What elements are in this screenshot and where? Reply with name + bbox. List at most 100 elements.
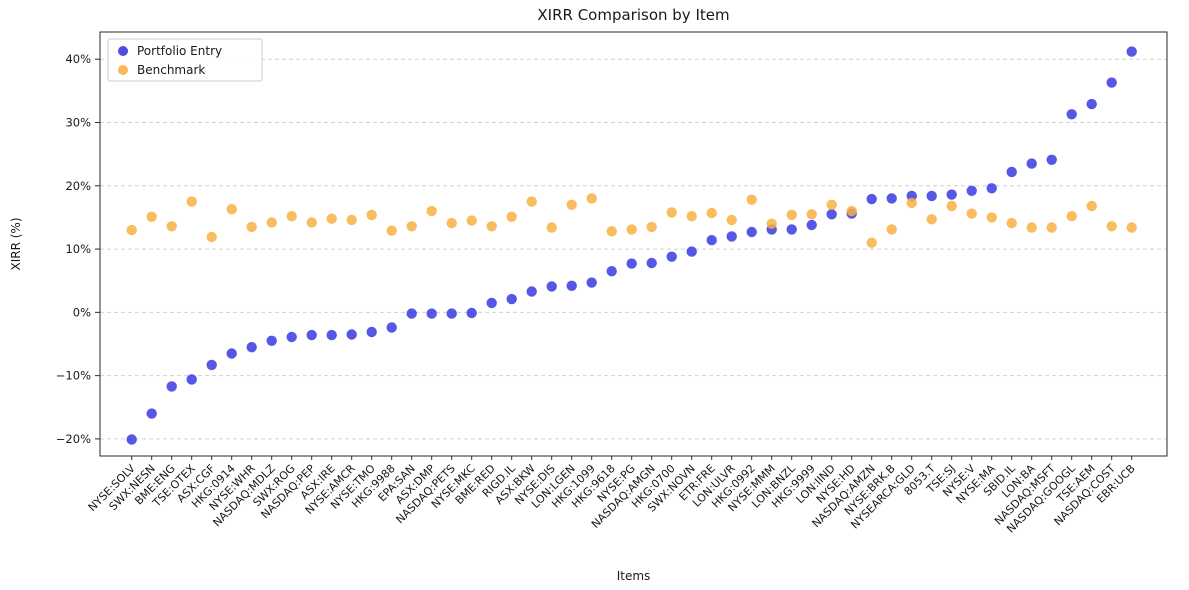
y-tick-label: 0% xyxy=(73,305,91,319)
series-benchmark xyxy=(126,193,1137,248)
scatter-point xyxy=(126,434,137,445)
scatter-point xyxy=(306,329,317,341)
legend: Portfolio Entry Benchmark xyxy=(107,38,263,82)
legend-label: Benchmark xyxy=(137,63,205,77)
scatter-point xyxy=(786,224,797,235)
scatter-point xyxy=(526,196,537,207)
scatter-point xyxy=(346,329,357,340)
scatter-point xyxy=(606,266,617,277)
legend-label: Portfolio Entry xyxy=(137,44,222,58)
scatter-point xyxy=(566,280,577,291)
scatter-point xyxy=(646,221,657,233)
scatter-point xyxy=(566,199,577,210)
scatter-point xyxy=(706,207,717,219)
scatter-point xyxy=(206,231,217,243)
scatter-point xyxy=(906,197,917,209)
scatter-point xyxy=(546,222,557,233)
scatter-point xyxy=(146,408,157,419)
x-axis-label: Items xyxy=(617,569,651,583)
scatter-point xyxy=(686,246,697,257)
scatter-point xyxy=(926,190,937,202)
scatter-point xyxy=(1046,222,1057,233)
scatter-point xyxy=(246,221,257,233)
scatter-point xyxy=(1026,158,1037,169)
scatter-point xyxy=(186,196,197,207)
scatter-point xyxy=(226,348,237,359)
scatter-point xyxy=(666,207,677,218)
scatter-point xyxy=(946,200,957,212)
scatter-point xyxy=(506,293,517,305)
y-tick-label: 30% xyxy=(65,115,91,129)
scatter-point xyxy=(746,226,757,238)
scatter-point xyxy=(1006,166,1017,178)
scatter-point xyxy=(766,218,777,229)
y-tick-label: −20% xyxy=(56,432,91,446)
scatter-point xyxy=(546,281,557,292)
scatter-point xyxy=(486,221,497,232)
scatter-point xyxy=(966,185,977,196)
scatter-point xyxy=(986,183,997,194)
gridlines xyxy=(100,58,1167,440)
scatter-point xyxy=(286,331,297,343)
scatter-point xyxy=(446,217,457,229)
scatter-point xyxy=(326,213,337,224)
y-tick-label: 20% xyxy=(65,179,91,193)
scatter-point xyxy=(886,224,897,235)
scatter-point xyxy=(146,211,157,222)
scatter-point xyxy=(386,225,397,236)
scatter-point xyxy=(866,237,877,248)
scatter-point xyxy=(1066,109,1077,120)
scatter-point xyxy=(266,335,277,346)
scatter-point xyxy=(806,209,817,220)
scatter-point xyxy=(126,224,137,236)
scatter-point xyxy=(286,211,297,222)
scatter-point xyxy=(306,217,317,228)
scatter-point xyxy=(826,209,837,220)
scatter-point xyxy=(966,208,977,219)
scatter-point xyxy=(526,286,537,297)
scatter-point xyxy=(626,258,637,269)
scatter-point xyxy=(786,209,797,221)
scatter-point xyxy=(1126,46,1137,57)
scatter-point xyxy=(586,277,597,288)
scatter-point xyxy=(466,215,477,226)
scatter-point xyxy=(1106,221,1117,232)
scatter-point xyxy=(406,221,417,232)
scatter-point xyxy=(166,221,177,232)
scatter-point xyxy=(366,326,377,338)
scatter-point xyxy=(166,381,177,392)
scatter-point xyxy=(426,308,437,319)
scatter-point xyxy=(1106,77,1117,88)
scatter-point xyxy=(1006,217,1017,229)
scatter-point xyxy=(486,297,497,309)
scatter-point xyxy=(826,199,837,210)
scatter-point xyxy=(706,235,717,246)
scatter-point xyxy=(326,329,337,341)
scatter-point xyxy=(506,211,517,222)
scatter-point xyxy=(886,193,897,204)
scatter-point xyxy=(1086,200,1097,212)
scatter-point xyxy=(1026,222,1037,233)
scatter-point xyxy=(266,217,277,228)
legend-marker-portfolio-entry xyxy=(118,46,128,56)
scatter-point xyxy=(406,308,417,319)
scatter-point xyxy=(206,359,217,371)
scatter-point xyxy=(726,231,737,242)
legend-marker-benchmark xyxy=(118,65,128,75)
scatter-point xyxy=(926,214,937,225)
scatter-point xyxy=(186,374,197,385)
scatter-point xyxy=(346,214,357,226)
scatter-point xyxy=(646,257,657,269)
scatter-point xyxy=(226,204,237,215)
scatter-point xyxy=(386,322,397,333)
scatter-point xyxy=(726,214,737,226)
y-tick-label: −10% xyxy=(56,369,91,383)
chart-title: XIRR Comparison by Item xyxy=(537,6,729,24)
scatter-point xyxy=(746,194,757,205)
scatter-point xyxy=(1086,98,1097,110)
scatter-point xyxy=(466,307,477,319)
scatter-point xyxy=(986,212,997,223)
